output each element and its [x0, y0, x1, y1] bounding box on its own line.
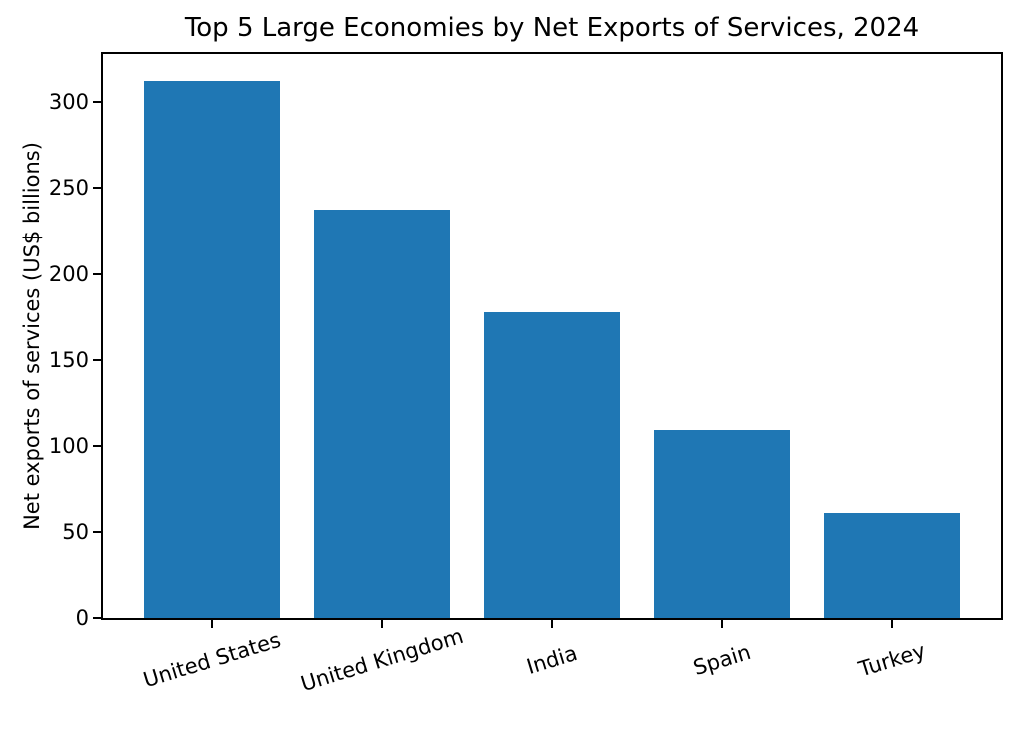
chart-title: Top 5 Large Economies by Net Exports of … — [184, 13, 920, 43]
y-tick-label: 100 — [48, 433, 89, 458]
y-tick-label: 300 — [48, 89, 89, 114]
x-tick-label-india: India — [523, 640, 581, 680]
bar-united-states — [143, 80, 280, 618]
y-tick-mark — [93, 358, 101, 361]
x-tick-label-spain: Spain — [690, 639, 754, 681]
y-tick-mark — [93, 100, 101, 103]
bar-spain — [654, 430, 791, 618]
y-tick-mark — [93, 617, 101, 619]
bar-turkey — [824, 512, 961, 618]
x-tick-label-united-states: United States — [140, 627, 284, 693]
x-tick-mark — [380, 620, 383, 628]
y-tick-label: 200 — [48, 261, 89, 286]
x-tick-label-turkey: Turkey — [855, 638, 929, 682]
y-tick-mark — [93, 186, 101, 189]
y-tick-label: 50 — [62, 519, 89, 544]
y-tick-label: 150 — [48, 347, 89, 372]
x-tick-mark — [891, 620, 894, 628]
x-tick-mark — [210, 620, 213, 628]
y-tick-label: 0 — [75, 606, 89, 630]
bar-india — [483, 311, 621, 618]
bar-united-kingdom — [313, 209, 450, 618]
x-tick-mark — [551, 620, 553, 628]
plot-area — [101, 52, 1003, 620]
y-tick-mark — [93, 272, 101, 275]
x-tick-label-united-kingdom: United Kingdom — [297, 623, 467, 697]
y-tick-label: 250 — [48, 175, 89, 200]
y-tick-mark — [93, 530, 101, 533]
x-tick-mark — [721, 620, 724, 628]
y-tick-mark — [93, 444, 101, 447]
